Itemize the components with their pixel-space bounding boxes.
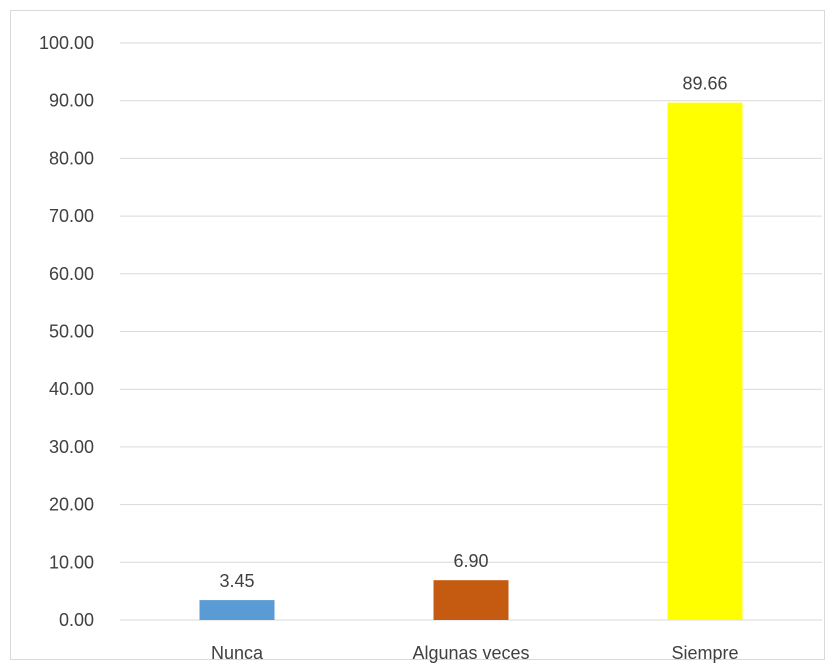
x-category-label: Algunas veces [412,643,529,663]
y-tick-label: 30.00 [49,437,94,457]
y-tick-label: 80.00 [49,148,94,168]
bar-nunca [199,600,275,620]
bar-siempre [667,102,743,620]
y-tick-label: 20.00 [49,495,94,515]
x-axis-categories: Nunca Algunas veces Siempre [211,643,739,663]
y-axis-ticks: 0.00 10.00 20.00 30.00 40.00 50.00 60.00 70.00 8… [39,33,94,630]
y-tick-label: 60.00 [49,264,94,284]
y-tick-label: 10.00 [49,552,94,572]
data-label: 3.45 [219,571,254,591]
y-tick-label: 0.00 [59,610,94,630]
y-tick-label: 90.00 [49,91,94,111]
data-label: 6.90 [453,551,488,571]
data-labels: 3.45 6.90 89.66 [219,74,727,591]
y-tick-label: 100.00 [39,33,94,53]
y-tick-label: 40.00 [49,379,94,399]
bars [199,102,743,620]
data-label: 89.66 [682,74,727,94]
y-tick-label: 50.00 [49,322,94,342]
y-tick-label: 70.00 [49,206,94,226]
x-category-label: Siempre [671,643,738,663]
x-category-label: Nunca [211,643,264,663]
bar-algunas-veces [433,580,509,620]
